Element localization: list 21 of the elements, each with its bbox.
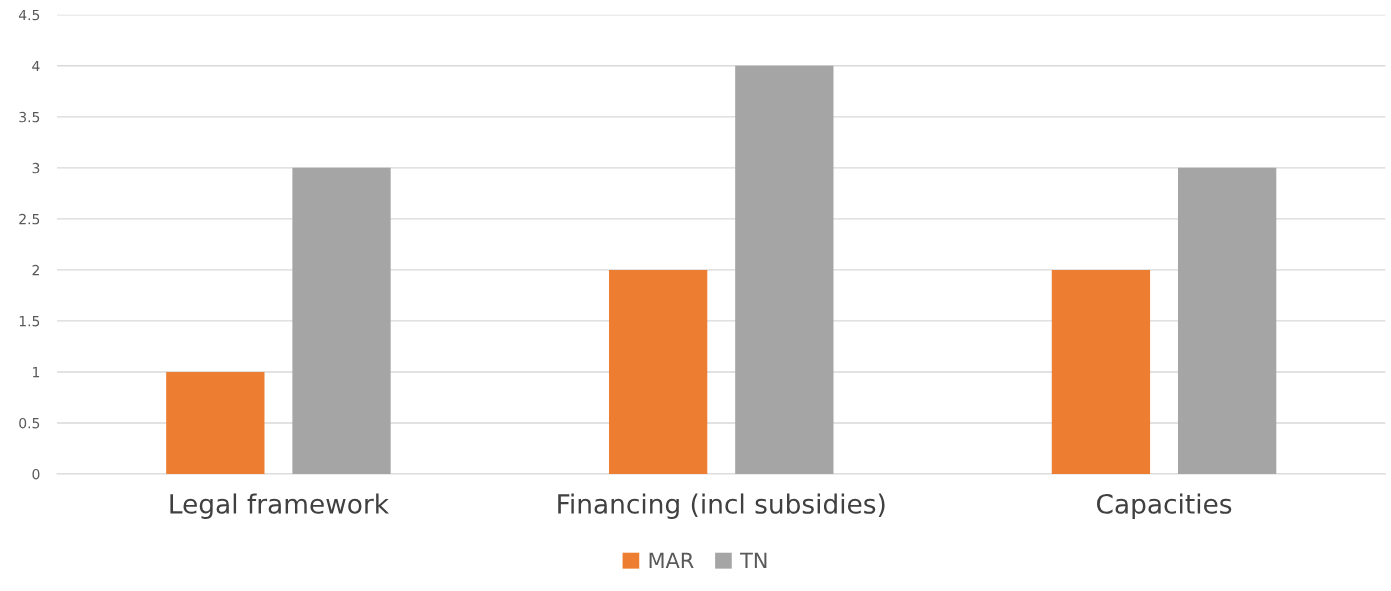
bar (608, 269, 708, 474)
bar (166, 371, 265, 474)
y-tick-label: 3 (32, 162, 40, 174)
bar (1177, 167, 1277, 474)
y-tick-label: 4 (32, 60, 40, 72)
y-tick-label: 4.5 (18, 9, 40, 21)
y-tick-label: 1 (33, 367, 40, 378)
y-tick-label: 0.5 (19, 417, 40, 429)
bar (292, 167, 391, 474)
y-tick-label: 0 (32, 468, 40, 480)
bar (1051, 269, 1151, 474)
x-tick-label: Financing (incl subsidies) (558, 493, 885, 519)
x-tick-label: Legal framework (170, 493, 389, 519)
x-tick-label: Capacities (1097, 493, 1232, 519)
legend-label: TN (740, 552, 767, 568)
bar (735, 65, 834, 474)
y-tick-label: 2.5 (19, 213, 40, 225)
y-tick-label: 3.5 (19, 111, 40, 123)
y-tick-label: 1.5 (19, 316, 40, 327)
legend-label: MAR (649, 552, 694, 568)
y-tick-label: 2 (32, 264, 39, 276)
